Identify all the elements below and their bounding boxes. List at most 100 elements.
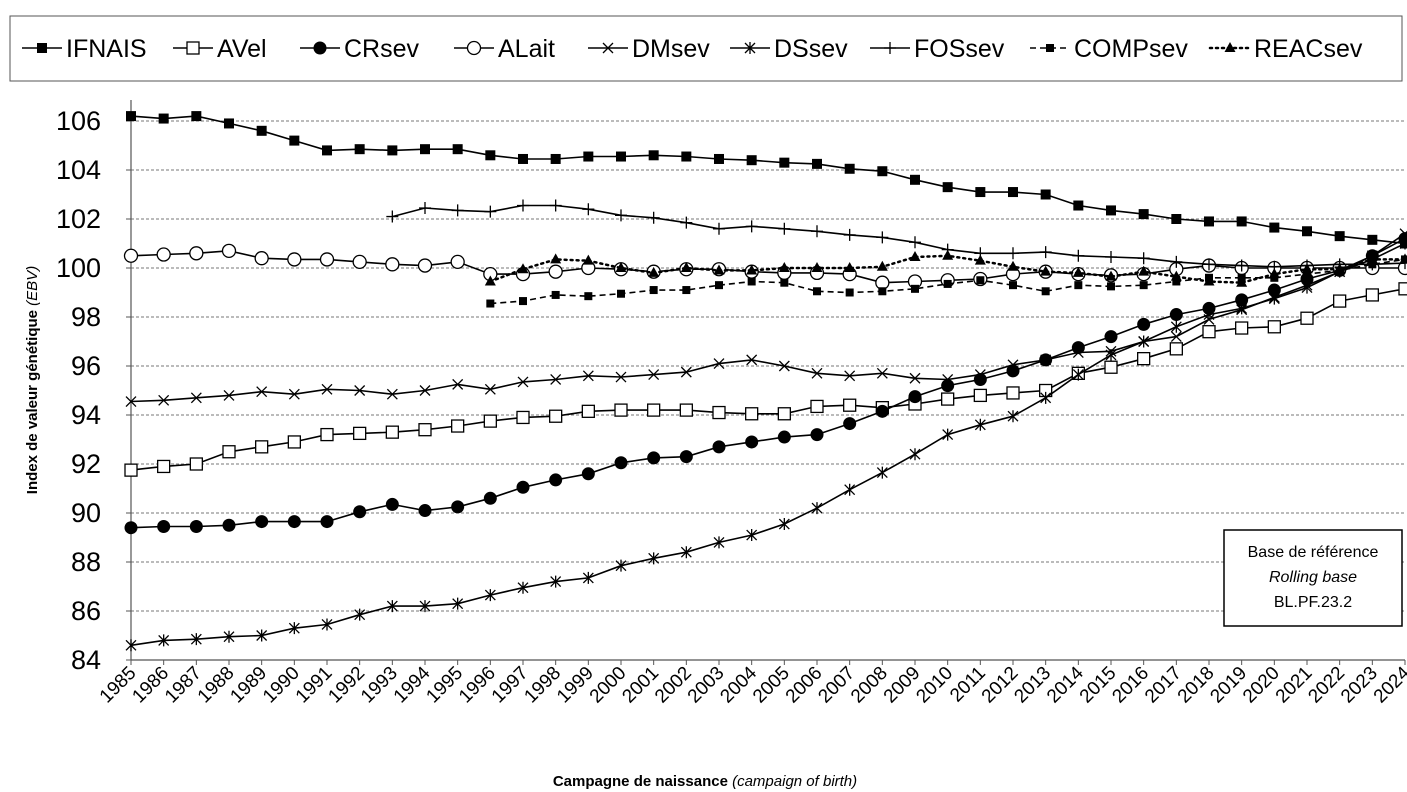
data-point [1009,281,1017,290]
data-point [811,225,823,238]
data-point [486,299,495,308]
data-point [680,366,692,378]
y-tick-label: 98 [71,302,101,332]
x-tick-label: 2006 [782,663,827,708]
data-point [1236,216,1247,227]
data-point [777,407,791,421]
data-point [843,228,856,241]
data-point [941,379,955,393]
data-point [387,145,398,156]
data-point [975,187,986,198]
data-point [1072,266,1084,277]
legend-item-IFNAIS: IFNAIS [22,35,147,63]
data-point [1235,321,1249,335]
data-point [157,519,171,533]
data-point [221,243,237,259]
legend-item-FOSsev: FOSsev [870,35,1005,63]
x-tick-label: 2015 [1076,663,1121,708]
data-point [582,254,594,265]
x-tick-label: 2016 [1108,663,1153,708]
legend-label: REACsev [1254,35,1363,63]
data-point [876,367,888,379]
data-point [1039,246,1052,259]
series-line [392,204,1406,268]
data-point [1236,302,1248,315]
data-point [550,253,562,264]
data-point [745,435,759,449]
data-point [875,275,890,290]
data-point [844,163,855,174]
data-point [517,581,529,594]
data-point [222,518,236,532]
data-point [255,515,269,529]
legend-label: IFNAIS [66,35,147,63]
data-point [551,290,560,299]
data-point [942,374,954,385]
x-tick-label: 2022 [1304,663,1349,708]
series-line [130,237,1406,529]
x-tick-labels: 1985198619871988198919901991199219931994… [96,662,1407,707]
series-IFNAIS [126,111,1407,249]
data-point [581,404,595,418]
data-point [320,515,334,529]
data-point [1365,288,1379,302]
data-point [1105,270,1117,281]
data-point [288,622,300,635]
x-tick-label: 2000 [586,663,631,708]
data-point [878,287,887,296]
data-point [517,376,529,388]
legend-item-AVel: AVel [173,35,267,63]
data-point [648,266,660,277]
series-group [123,111,1407,652]
data-point [778,262,790,272]
data-point [485,150,496,161]
data-point [1303,270,1311,279]
series-REACsev [484,249,1407,287]
data-point [746,264,758,275]
data-point [322,145,332,156]
data-point [1203,275,1215,286]
data-point [648,150,659,161]
data-point [1334,263,1346,274]
data-point [287,515,301,529]
x-tick-label: 1990 [259,663,304,708]
data-point [680,216,693,229]
legend-label: CRsev [344,35,420,63]
data-point [680,546,692,559]
legend-item-DSsev: DSsev [730,35,848,63]
data-point [1399,253,1407,264]
data-point [681,151,692,162]
data-point [745,220,758,233]
data-point [1138,209,1149,220]
data-point [1008,187,1018,198]
x-tick-label: 1998 [520,663,565,708]
series-FOSsev [386,199,1407,273]
legend-label: DSsev [774,35,848,63]
data-point [319,252,335,267]
data-point [1235,293,1249,307]
data-point [714,153,724,164]
data-point [909,448,921,461]
legend-marker [186,41,200,55]
data-point [1170,331,1182,343]
data-point [1203,258,1215,271]
y-tick-label: 90 [71,498,101,528]
legend-label: AVel [217,35,267,63]
legend-item-COMPsev: COMPsev [1030,35,1188,63]
data-point [942,182,953,193]
x-tick-label: 1988 [194,663,239,708]
data-point [1072,249,1085,262]
data-point [1041,287,1050,296]
series-line [130,233,1406,403]
data-point [550,374,562,385]
legend-item-REACsev: REACsev [1208,35,1363,63]
x-tick-label: 2004 [716,662,761,707]
data-point [1171,214,1182,224]
data-point [1399,228,1407,240]
data-point [223,630,235,643]
x-tick-label: 2023 [1337,663,1382,708]
annotation-box [1223,529,1403,627]
data-point [941,392,955,406]
x-tick-label: 1992 [324,663,369,708]
data-point [778,518,790,531]
